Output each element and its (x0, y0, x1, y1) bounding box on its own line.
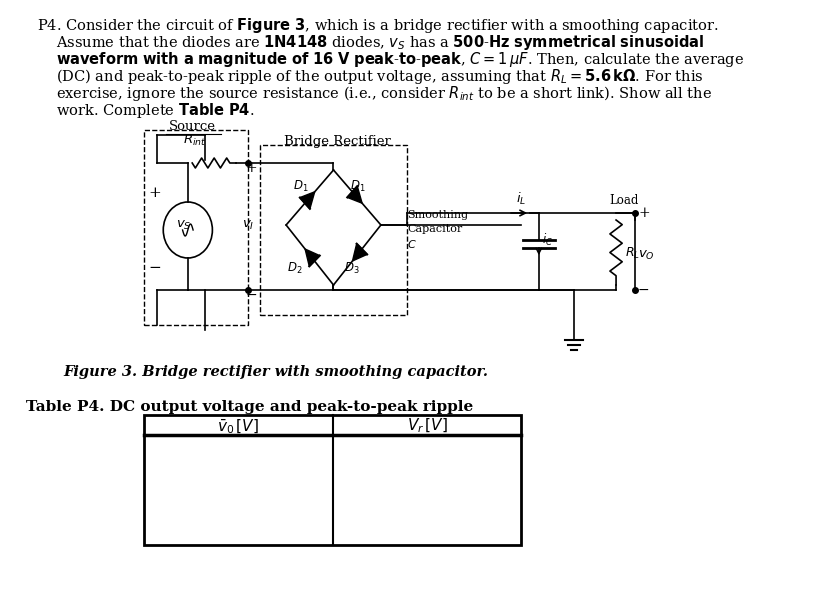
Text: $R_L$: $R_L$ (624, 246, 640, 260)
Text: $R_{int}$: $R_{int}$ (183, 133, 207, 148)
Bar (144, 415, 521, 545)
Text: Assume that the diodes are $\bf{1N4148}$ diodes, $v_S$ has a $\bf{500}$-$\bf{Hz\: Assume that the diodes are $\bf{1N4148}$… (56, 33, 705, 52)
Text: (DC) and peak-to-peak ripple of the output voltage, assuming that $R_L = \mathbf: (DC) and peak-to-peak ripple of the outp… (56, 67, 704, 86)
Text: Smoothing
Capacitor
$C$: Smoothing Capacitor $C$ (407, 210, 468, 250)
Text: $i_L$: $i_L$ (516, 191, 526, 207)
Text: $\bar{v}_0\,[V]$: $\bar{v}_0\,[V]$ (217, 417, 259, 436)
Bar (260, 145, 407, 315)
Text: $V_r\,[V]$: $V_r\,[V]$ (406, 417, 448, 435)
Polygon shape (305, 249, 320, 266)
Polygon shape (347, 186, 362, 203)
Text: $v_S$: $v_S$ (176, 218, 191, 231)
Text: $i_C$: $i_C$ (543, 232, 553, 248)
Text: P4. Consider the circuit of $\bf{Figure\ 3}$, which is a bridge rectifier with a: P4. Consider the circuit of $\bf{Figure\… (37, 16, 719, 35)
Text: −: − (148, 261, 161, 275)
Text: exercise, ignore the source resistance (i.e., consider $R_{int}$ to be a short l: exercise, ignore the source resistance (… (56, 84, 712, 103)
Polygon shape (300, 192, 315, 209)
Text: $D_1$: $D_1$ (350, 178, 366, 194)
Text: +: + (148, 186, 161, 200)
Text: $v_I$: $v_I$ (242, 218, 254, 231)
Text: $D_2$: $D_2$ (287, 260, 302, 275)
Text: −: − (245, 288, 257, 302)
Text: $v_O$: $v_O$ (638, 249, 655, 262)
Text: +: + (638, 206, 649, 220)
Text: $D_1$: $D_1$ (293, 178, 309, 194)
Text: $D_3$: $D_3$ (344, 260, 359, 275)
Text: Source: Source (169, 120, 216, 133)
Text: Bridge Rectifier: Bridge Rectifier (284, 135, 392, 148)
Text: Figure 3. Bridge rectifier with smoothing capacitor.: Figure 3. Bridge rectifier with smoothin… (63, 365, 488, 379)
Polygon shape (353, 244, 367, 261)
Bar (144, 130, 248, 325)
Text: $\bf{waveform\ with\ a\ magnitude\ of\ 16\ V\ peak}$-$\bf{to}$-$\bf{peak}$, $C =: $\bf{waveform\ with\ a\ magnitude\ of\ 1… (56, 50, 744, 69)
Text: Table P4. DC output voltage and peak-to-peak ripple: Table P4. DC output voltage and peak-to-… (26, 400, 472, 414)
Text: −: − (638, 283, 649, 297)
Text: Load: Load (609, 194, 638, 207)
Text: work. Complete $\bf{Table\ P4}$.: work. Complete $\bf{Table\ P4}$. (56, 101, 254, 120)
Text: +: + (245, 161, 257, 175)
